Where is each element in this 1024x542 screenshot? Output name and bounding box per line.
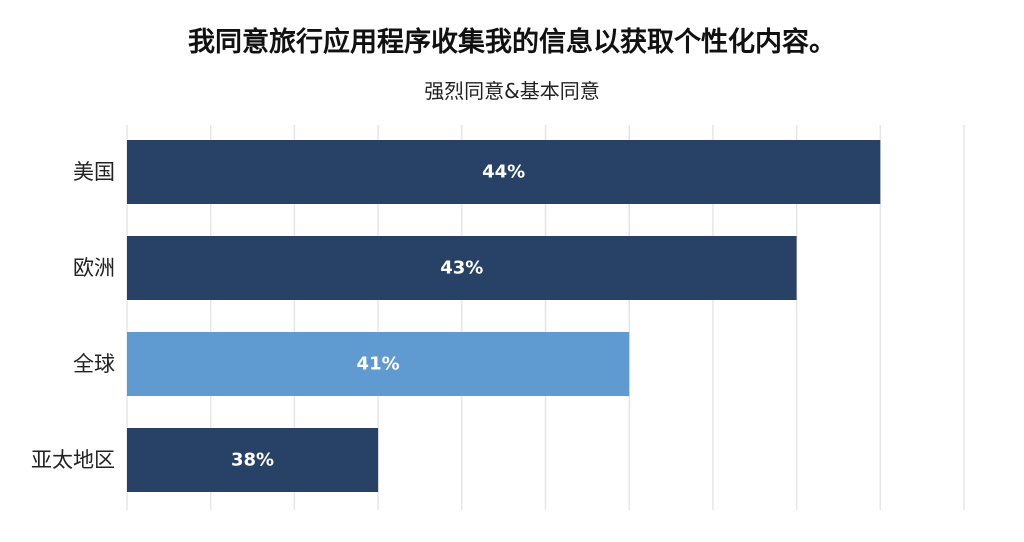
bar — [127, 428, 379, 492]
bar — [127, 332, 630, 396]
chart-subtitle: 强烈同意&基本同意 — [424, 79, 600, 103]
category-label: 美国 — [73, 160, 115, 184]
bar — [127, 236, 797, 300]
data-label: 38% — [231, 450, 274, 471]
data-label: 43% — [440, 258, 483, 279]
category-label: 全球 — [73, 352, 115, 376]
data-label: 41% — [357, 354, 400, 375]
category-label: 亚太地区 — [31, 448, 115, 472]
category-label: 欧洲 — [73, 256, 115, 280]
bar — [127, 140, 881, 204]
chart-title: 我同意旅行应用程序收集我的信息以获取个性化内容。 — [188, 27, 836, 58]
data-label: 44% — [482, 162, 525, 183]
